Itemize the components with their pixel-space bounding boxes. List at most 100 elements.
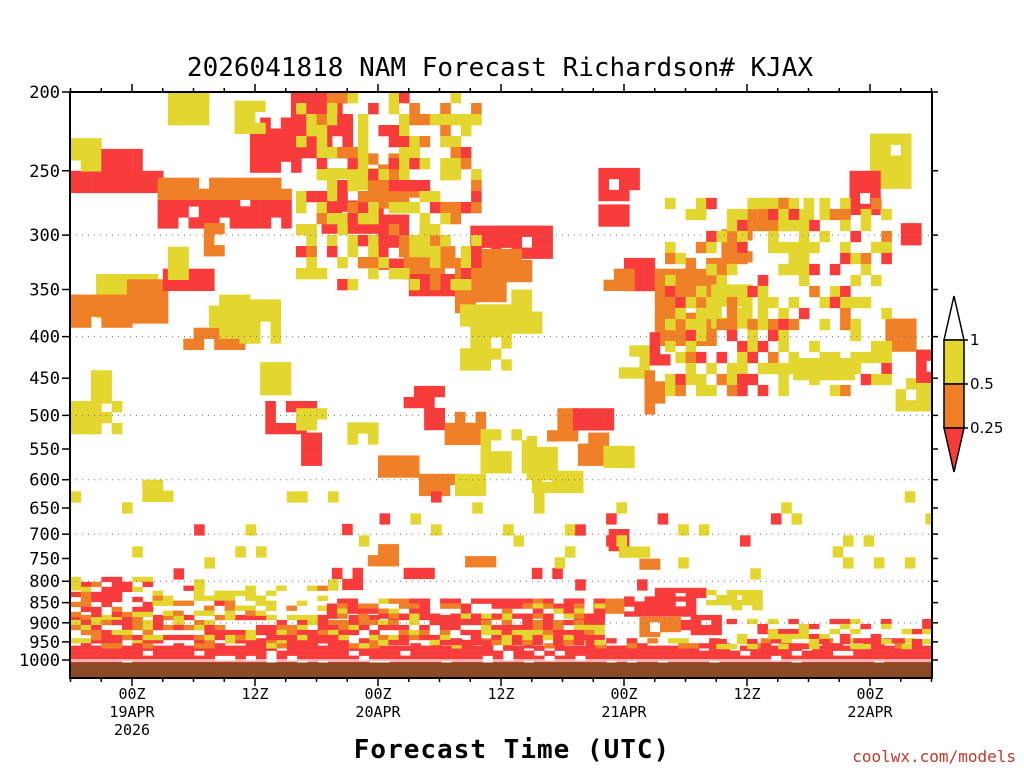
- heatmap-cell: [870, 181, 881, 194]
- heatmap-cell: [481, 624, 492, 631]
- heatmap-cell: [667, 645, 679, 651]
- heatmap-cell: [439, 484, 451, 497]
- heatmap-cell: [588, 443, 599, 455]
- heatmap-cell: [553, 619, 564, 626]
- heatmap-cell: [501, 624, 513, 631]
- heatmap-cell: [337, 598, 348, 604]
- heatmap-cell: [275, 423, 287, 435]
- heatmap-cell: [503, 643, 514, 649]
- heatmap-cell: [873, 650, 885, 656]
- heatmap-cell: [111, 643, 123, 649]
- heatmap-cell: [911, 223, 922, 235]
- heatmap-cell: [326, 235, 338, 247]
- heatmap-cell: [660, 626, 671, 633]
- heatmap-cell: [316, 147, 328, 159]
- heatmap-cell: [521, 247, 533, 259]
- heatmap-cell: [132, 634, 143, 641]
- heatmap-cell: [183, 645, 195, 651]
- heatmap-cell: [204, 643, 215, 649]
- heatmap-cell: [922, 628, 932, 635]
- heatmap-cell: [338, 655, 349, 661]
- heatmap-cell: [619, 215, 630, 227]
- heatmap-cell: [711, 317, 722, 329]
- heatmap-cell: [532, 598, 544, 604]
- heatmap-cell: [649, 354, 661, 366]
- heatmap-cell: [388, 214, 399, 226]
- heatmap-cell: [410, 643, 421, 649]
- heatmap-cell: [511, 629, 523, 636]
- heatmap-cell: [594, 629, 605, 636]
- heatmap-cell: [809, 285, 820, 298]
- heatmap-cell: [111, 401, 123, 413]
- heatmap-cell: [778, 318, 789, 331]
- heatmap-cell: [348, 619, 360, 626]
- heatmap-cell: [481, 639, 492, 646]
- heatmap-cell: [521, 259, 533, 272]
- heatmap-cell: [916, 389, 927, 401]
- heatmap-cell: [654, 279, 666, 291]
- heatmap-cell: [409, 114, 420, 126]
- heatmap-cell: [111, 305, 123, 317]
- heatmap-cell: [178, 177, 189, 189]
- heatmap-cell: [306, 191, 317, 203]
- heatmap-cell: [126, 301, 138, 313]
- heatmap-cell: [511, 289, 522, 301]
- heatmap-cell: [111, 181, 123, 194]
- heatmap-cell: [839, 623, 851, 630]
- heatmap-cell: [440, 136, 451, 148]
- heatmap-cell: [225, 638, 236, 644]
- heatmap-cell: [778, 362, 789, 375]
- heatmap-cell: [850, 296, 861, 309]
- heatmap-cell: [543, 598, 554, 604]
- heatmap-cell: [803, 358, 814, 370]
- heatmap-cell: [536, 457, 548, 470]
- heatmap-cell: [513, 645, 524, 651]
- heatmap-cell: [348, 624, 360, 631]
- heatmap-cell: [726, 329, 738, 342]
- heatmap-cell: [685, 312, 697, 324]
- heatmap-cell: [337, 147, 348, 159]
- heatmap-cell: [808, 633, 820, 640]
- heatmap-cell: [266, 643, 277, 649]
- heatmap-cell: [80, 591, 92, 598]
- heatmap-cell: [147, 312, 159, 324]
- heatmap-cell: [706, 241, 717, 254]
- heatmap-cell: [290, 147, 302, 159]
- heatmap-cell: [204, 650, 215, 656]
- heatmap-cell: [881, 638, 892, 645]
- heatmap-cell: [378, 598, 389, 604]
- heatmap-cell: [122, 634, 133, 641]
- legend-cap-top: [943, 295, 965, 341]
- heatmap-cell: [358, 535, 370, 547]
- heatmap-cell: [270, 128, 282, 140]
- heatmap-cell: [644, 257, 656, 270]
- heatmap-cell: [142, 181, 154, 194]
- heatmap-cell: [701, 624, 712, 631]
- heatmap-cell: [880, 155, 891, 167]
- heatmap-cell: [255, 122, 266, 134]
- heatmap-cell: [101, 614, 112, 621]
- x-tick-label: 12Z: [487, 685, 514, 703]
- heatmap-cell: [270, 150, 282, 162]
- heatmap-cell: [91, 591, 102, 598]
- heatmap-cell: [557, 408, 568, 420]
- heatmap-cell: [317, 650, 329, 656]
- heatmap-cell: [224, 610, 236, 616]
- heatmap-cell: [249, 161, 261, 173]
- y-tick-label: 800: [29, 572, 60, 592]
- heatmap-cell: [557, 430, 568, 442]
- heatmap-cell: [778, 628, 789, 635]
- heatmap-cell: [793, 369, 804, 381]
- heatmap-cell: [307, 650, 318, 656]
- heatmap-cell: [328, 619, 339, 626]
- heatmap-cell: [378, 455, 389, 467]
- heatmap-cell: [675, 384, 686, 397]
- heatmap-cell: [491, 613, 503, 619]
- heatmap-cell: [347, 246, 359, 258]
- heatmap-cell: [369, 629, 380, 636]
- heatmap-cell: [911, 628, 923, 635]
- heatmap-cell: [307, 585, 318, 591]
- y-tick-label: 650: [29, 499, 60, 519]
- heatmap-cell: [716, 600, 727, 606]
- heatmap-cell: [685, 601, 697, 607]
